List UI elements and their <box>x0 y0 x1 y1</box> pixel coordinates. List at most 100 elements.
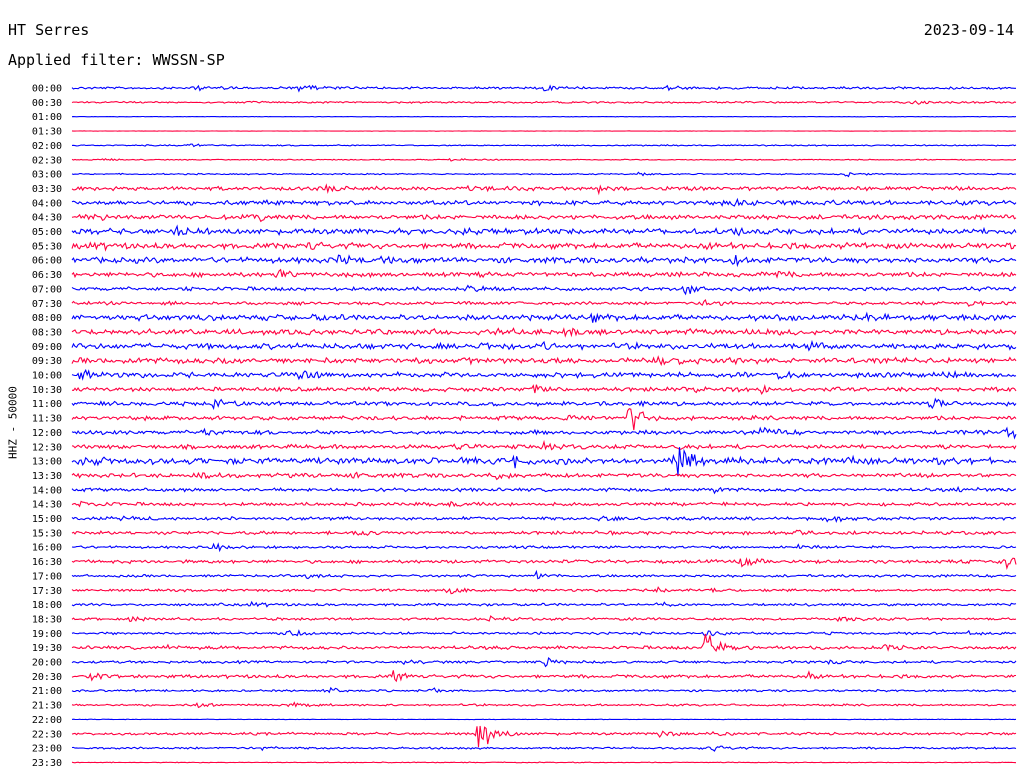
row-time-label: 00:00 <box>32 84 62 95</box>
row-time-label: 16:00 <box>32 543 62 554</box>
trace-line <box>71 327 1017 338</box>
trace-line <box>71 224 1017 237</box>
row-time-label: 22:30 <box>32 729 62 740</box>
row-time-label: 18:30 <box>32 614 62 625</box>
row-time-label: 14:30 <box>32 500 62 511</box>
trace-line <box>71 686 1017 694</box>
row-time-label: 20:30 <box>32 672 62 683</box>
trace-line <box>71 213 1017 223</box>
trace-line <box>71 355 1017 367</box>
row-time-label: 08:00 <box>32 313 62 324</box>
trace-line <box>71 761 1017 764</box>
trace-line <box>71 447 1017 476</box>
row-time-label: 13:00 <box>32 457 62 468</box>
trace-line <box>71 254 1017 268</box>
trace-line <box>71 515 1017 524</box>
row-time-label: 05:00 <box>32 227 62 238</box>
trace-line <box>71 311 1017 323</box>
trace-line <box>71 130 1016 132</box>
row-time-label: 15:00 <box>32 514 62 525</box>
trace-line <box>71 426 1017 440</box>
trace-line <box>71 542 1017 553</box>
trace-line <box>71 143 1017 148</box>
trace-line <box>71 718 1017 721</box>
row-time-label: 06:00 <box>32 256 62 267</box>
trace-line <box>71 183 1017 196</box>
row-time-label: 23:30 <box>32 758 62 769</box>
trace-line <box>71 368 1017 381</box>
row-time-label: 00:30 <box>32 98 62 109</box>
row-time-label: 09:00 <box>32 342 62 353</box>
row-time-label: 21:30 <box>32 701 62 712</box>
trace-line <box>71 615 1017 623</box>
trace-line <box>71 339 1017 352</box>
filter-label: Applied filter: WWSSN-SP <box>8 51 225 69</box>
trace-line <box>71 397 1017 411</box>
trace-line <box>71 408 1017 431</box>
trace-line <box>71 298 1017 308</box>
row-time-label: 18:00 <box>32 600 62 611</box>
trace-line <box>71 84 1016 93</box>
row-time-label: 19:00 <box>32 629 62 640</box>
trace-line <box>71 656 1017 668</box>
trace-line <box>71 485 1017 495</box>
row-time-label: 05:30 <box>32 241 62 252</box>
row-time-label: 09:30 <box>32 356 62 367</box>
trace-line <box>71 268 1017 279</box>
row-time-label: 17:00 <box>32 571 62 582</box>
station-title: HT Serres <box>8 21 90 39</box>
row-time-label: 16:30 <box>32 557 62 568</box>
row-time-label: 21:00 <box>32 686 62 697</box>
trace-line <box>71 284 1017 296</box>
row-time-label: 08:30 <box>32 327 62 338</box>
row-time-label: 07:30 <box>32 299 62 310</box>
trace-line <box>71 670 1016 683</box>
trace-line <box>71 569 1017 580</box>
row-time-label: 06:30 <box>32 270 62 281</box>
row-time-label: 17:30 <box>32 586 62 597</box>
row-time-label: 01:00 <box>32 112 62 123</box>
row-time-label: 14:00 <box>32 485 62 496</box>
tick-label-group: 00:00 00:30 01:00 01:30 02:00 02:30 03:00 03:30… <box>32 84 62 769</box>
row-time-label: 02:00 <box>32 141 62 152</box>
row-time-label: 03:30 <box>32 184 62 195</box>
trace-line <box>71 629 1017 637</box>
row-time-label: 11:30 <box>32 414 62 425</box>
row-time-label: 10:00 <box>32 371 62 382</box>
row-time-label: 03:00 <box>32 170 62 181</box>
trace-line <box>71 500 1017 508</box>
trace-line <box>71 197 1017 207</box>
row-time-label: 07:00 <box>32 284 62 295</box>
trace-line <box>71 725 1017 747</box>
row-time-label: 12:30 <box>32 442 62 453</box>
trace-line <box>71 633 1017 652</box>
trace-line <box>71 529 1017 537</box>
trace-line <box>71 384 1017 395</box>
trace-line <box>71 157 1016 162</box>
trace-line <box>71 557 1017 571</box>
trace-line <box>71 600 1017 608</box>
record-date: 2023-09-14 <box>923 21 1014 39</box>
row-time-label: 04:00 <box>32 198 62 209</box>
trace-line <box>71 701 1017 709</box>
trace-line <box>71 439 1017 451</box>
row-time-label: 02:30 <box>32 155 62 166</box>
row-time-label: 13:30 <box>32 471 62 482</box>
row-time-label: 01:30 <box>32 127 62 138</box>
row-time-label: 04:30 <box>32 213 62 224</box>
row-time-label: 11:00 <box>32 399 62 410</box>
trace-line <box>71 241 1017 252</box>
row-time-label: 10:30 <box>32 385 62 396</box>
row-time-label: 23:00 <box>32 744 62 755</box>
trace-line <box>71 586 1017 595</box>
trace-line <box>71 471 1017 481</box>
trace-line <box>71 171 1017 178</box>
row-time-label: 20:00 <box>32 658 62 669</box>
row-time-label: 19:30 <box>32 643 62 654</box>
trace-line <box>71 745 1017 752</box>
row-time-label: 15:30 <box>32 528 62 539</box>
trace-group <box>71 84 1017 764</box>
row-time-label: 22:00 <box>32 715 62 726</box>
trace-line <box>71 100 1017 105</box>
